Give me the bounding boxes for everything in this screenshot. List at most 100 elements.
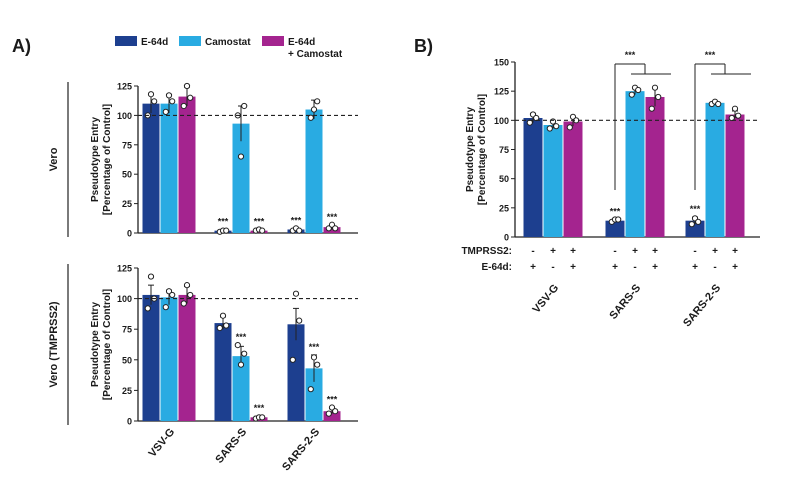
data-point [259,414,266,421]
bar [563,121,583,237]
y-axis-label-line: Pseudotype Entry [465,107,476,192]
data-point [241,102,248,110]
data-point [151,98,158,105]
bar [214,323,232,421]
data-point [307,114,314,121]
data-point [216,324,223,332]
significance-label: *** [254,403,265,413]
data-point [566,124,573,131]
condition-value: - [551,262,554,273]
y-tick-label: 100 [494,116,509,126]
bar [305,368,323,421]
chart-vero-tmprss2: 0 25 50 75 100 125 Pseudotype Entry[Percentage… [48,264,358,473]
x-tick-label: VSV-G [530,282,561,315]
bar [160,103,178,233]
y-tick-label: 100 [117,111,132,121]
significance-label: *** [690,204,701,214]
row-label: Vero [48,147,60,171]
data-point [655,93,662,101]
bar [142,294,160,421]
y-tick-label: 125 [117,82,132,92]
data-point [553,123,560,130]
bar [232,356,250,421]
data-point [728,114,735,122]
data-point [237,153,245,160]
row-label: Vero (TMPRSS2) [48,301,60,388]
legend-label-camostat: Camostat [205,37,251,48]
legend: E-64d Camostat E-64d + Camostat [115,36,343,60]
bar [178,96,196,233]
bar [605,220,625,237]
y-tick-label: 100 [117,294,132,304]
condition-value: + [530,262,536,273]
data-point [180,300,187,307]
data-point [169,98,176,105]
data-point [296,317,303,324]
significance-label: *** [291,215,302,225]
bar [725,114,745,237]
data-point [549,118,557,125]
data-point [296,227,303,234]
data-point [695,218,702,225]
y-tick-label: 0 [127,417,132,427]
y-tick-label: 25 [499,203,509,213]
significance-label: *** [254,216,265,226]
data-point [307,386,314,393]
bar [287,324,305,421]
condition-value: - [713,262,716,273]
condition-value: + [652,246,658,257]
y-axis-label-line: [Percentage of Control] [477,94,488,205]
y-tick-label: 125 [117,264,132,274]
significance-label: *** [610,207,621,217]
chart-panel-b: 0 25 50 75 100 125 150 Pseudotype Entry[Percent… [461,50,760,329]
condition-value: - [613,246,616,257]
data-point [144,305,151,312]
condition-value: + [632,246,638,257]
bar [705,102,725,237]
data-point [147,91,155,98]
data-point [241,350,248,357]
y-tick-label: 125 [494,87,509,97]
data-point [187,291,194,299]
panel-b: B) 0 25 50 75 100 125 150 Pseudotype Entry[Perc… [414,36,760,329]
y-axis-label: Pseudotype Entry[Percentage of Control] [90,104,113,215]
data-point [332,225,339,232]
y-tick-label: 0 [504,233,509,243]
bar [142,103,160,233]
legend-swatch-camostat [179,36,201,46]
legend-swatch-e64d [115,36,137,46]
panel-label-a: A) [12,36,31,56]
data-point [292,290,300,297]
data-point [688,221,695,228]
data-point [314,98,321,105]
data-point [731,105,739,112]
x-tick-label: SARS-2-S [280,426,322,473]
y-axis-label-line: [Percentage of Control] [102,104,113,215]
condition-value: + [732,262,738,273]
data-point [180,102,187,110]
data-point [648,105,655,112]
significance-bracket-label: *** [625,50,636,60]
condition-value: + [712,246,718,257]
x-tick-label: SARS-S [607,282,643,322]
y-axis-label-line: [Percentage of Control] [102,289,113,400]
data-point [259,227,266,234]
y-tick-label: 50 [122,170,132,180]
data-point [165,92,173,99]
x-tick-label: VSV-G [146,426,177,459]
bar [625,91,645,238]
legend-swatch-both [262,36,284,46]
data-point [735,112,742,119]
data-point [635,86,642,94]
panel-label-b: B) [414,36,433,56]
data-point [628,91,635,98]
significance-label: *** [327,212,338,222]
bar [543,125,563,237]
data-point [183,82,191,90]
bar [645,97,665,237]
data-point [332,408,339,415]
data-point [162,304,169,311]
data-point [162,108,169,115]
condition-value: - [633,262,636,273]
